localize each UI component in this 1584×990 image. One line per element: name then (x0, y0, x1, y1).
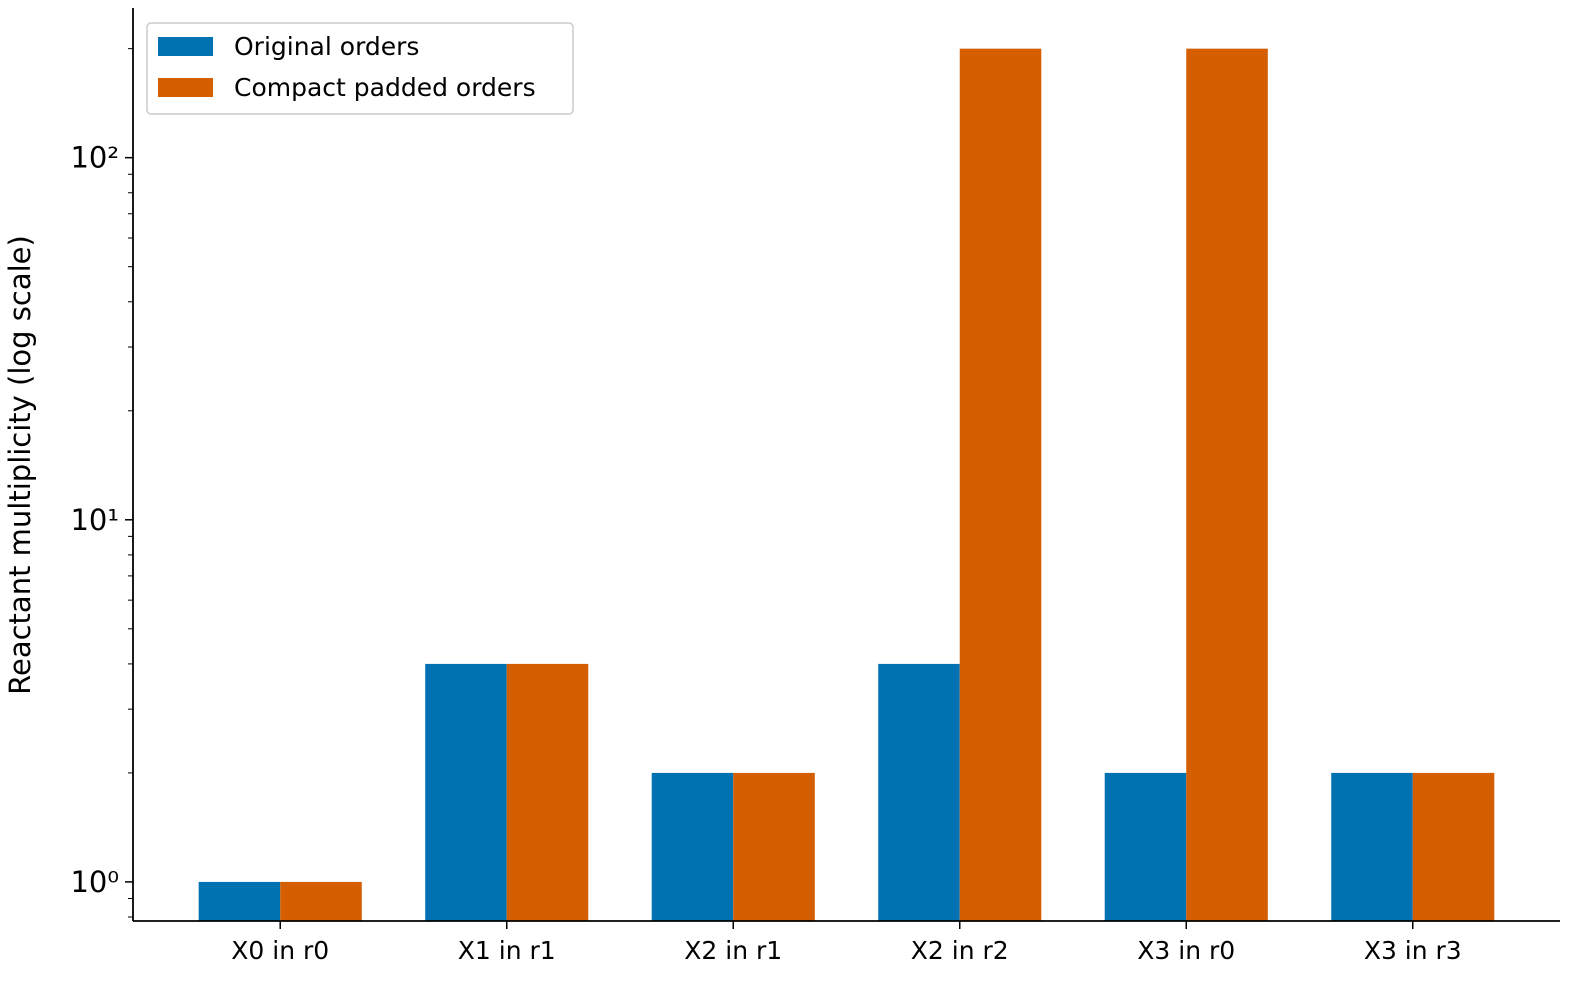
bar (1331, 772, 1413, 921)
x-tick-label: X2 in r2 (911, 936, 1009, 965)
legend-label: Compact padded orders (234, 73, 536, 102)
bar (198, 881, 281, 921)
bar (733, 772, 815, 921)
x-tick-label: X3 in r3 (1364, 936, 1462, 965)
bar (651, 772, 734, 921)
x-tick-label: X1 in r1 (458, 936, 556, 965)
bar (425, 663, 507, 921)
bar (506, 663, 589, 921)
bar (959, 48, 1042, 922)
x-tick-label: X0 in r0 (231, 936, 329, 965)
y-tick-label: 10⁰ (70, 865, 119, 899)
bar (1104, 772, 1187, 921)
x-tick-label: X3 in r0 (1137, 936, 1235, 965)
legend-label: Original orders (234, 32, 419, 61)
legend-swatch (158, 78, 213, 97)
y-tick-label: 10¹ (70, 503, 119, 537)
bar (1186, 48, 1268, 922)
bar (280, 881, 362, 921)
bar (878, 663, 960, 921)
x-tick-label: X2 in r1 (684, 936, 782, 965)
y-axis-label: Reactant multiplicity (log scale) (3, 235, 37, 695)
bar (1412, 772, 1495, 921)
legend-swatch (158, 37, 213, 56)
legend-box (146, 22, 574, 115)
y-tick-label: 10² (70, 141, 119, 175)
